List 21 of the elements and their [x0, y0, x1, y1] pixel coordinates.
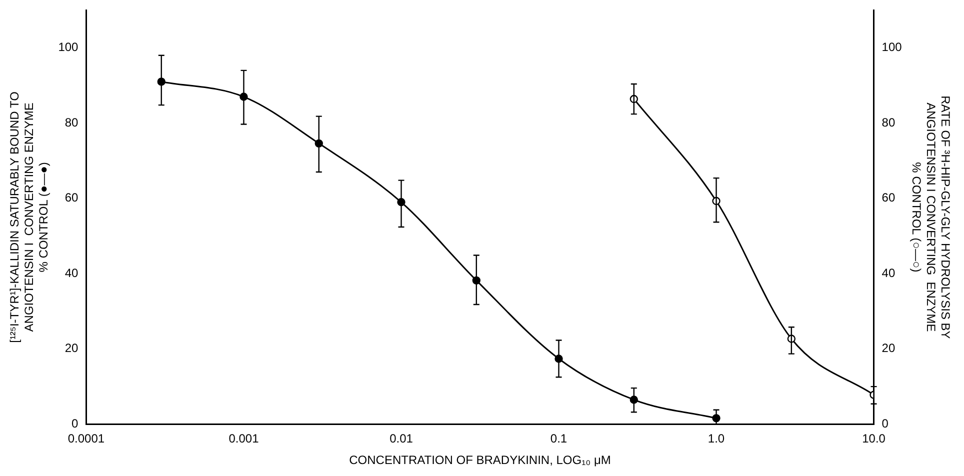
x-tick-label: 1.0 — [708, 432, 725, 446]
y-tick-label: 20 — [64, 341, 79, 356]
y2-tick-label: 40 — [882, 266, 896, 280]
y2-axis-title: RATE OF ³H-HIP-GLY-GLY HYDROLYSIS BY ANGIOTENSIN I CONVERTING ENZYME % CONTROL (○—○) — [910, 96, 952, 339]
y-axis-title: [¹²⁵I-TYR¹]-KALLIDIN SATURABLY BOUND TO ANGIOTENSIN I CONVERTING ENZYME % CONTROL (●—●) — [8, 92, 50, 343]
y2-tick-label: 80 — [882, 115, 896, 130]
x-tick-label: 10.0 — [862, 432, 886, 446]
y-tick-label: 80 — [64, 115, 79, 130]
y2-tick-label: 60 — [882, 190, 896, 205]
x-axis-title: CONCENTRATION OF BRADYKININ, LOG₁₀ μM — [349, 453, 611, 468]
y-tick-label: 40 — [64, 266, 79, 280]
x-tick-label: 0.1 — [550, 432, 568, 446]
x-tick-label: 0.001 — [228, 432, 260, 446]
x-tick-label: 0.01 — [390, 432, 414, 446]
y-tick-label: 60 — [64, 190, 79, 205]
y-tick-label: 0 — [72, 416, 79, 431]
y-tick-label: 100 — [58, 40, 79, 54]
y2-tick-label: 100 — [882, 40, 902, 54]
y2-tick-label: 0 — [882, 416, 889, 431]
y2-tick-label: 20 — [882, 341, 896, 356]
x-tick-label: 0.0001 — [68, 432, 105, 446]
